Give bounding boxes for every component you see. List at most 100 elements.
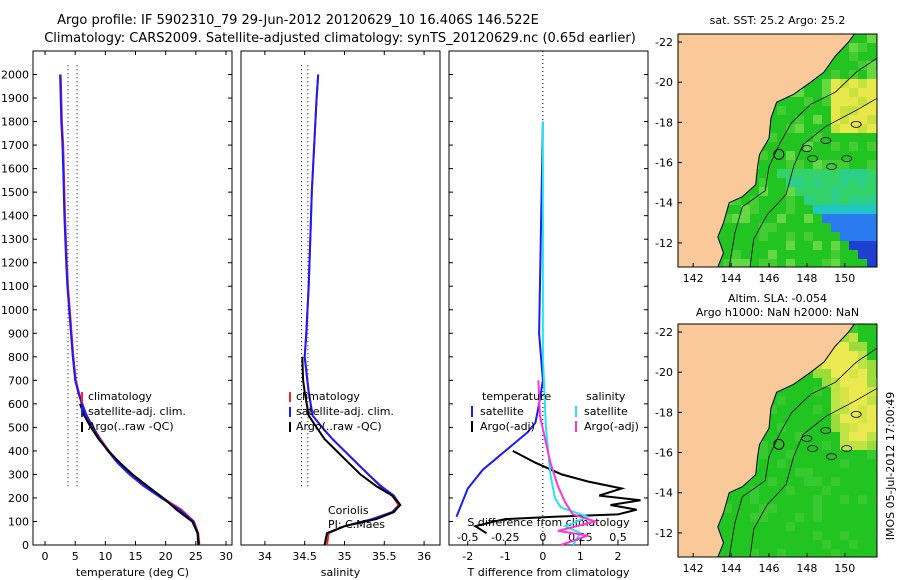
sla-map-cell xyxy=(768,504,777,513)
difference-legend-title: salinity xyxy=(586,390,626,403)
sst-map-cell xyxy=(867,142,876,151)
sla-map-cell xyxy=(813,477,822,486)
sst-map-cell xyxy=(867,88,876,97)
sst-map-cell xyxy=(849,205,858,214)
sst-map-cell xyxy=(804,187,813,196)
temperature-ytick-label: 1300 xyxy=(1,233,29,246)
sst-map-cell xyxy=(867,232,876,241)
salinity-xtick-label: 36 xyxy=(417,550,431,563)
sla-map-cell xyxy=(840,459,849,468)
sst-map-ytick-label: -22 xyxy=(655,36,673,49)
sst-map-title: sat. SST: 25.2 Argo: 25.2 xyxy=(710,14,846,27)
sla-map-cell xyxy=(759,441,768,450)
temperature-xtick-label: 15 xyxy=(129,550,143,563)
sst-map-cell xyxy=(723,214,732,223)
sst-map-cell xyxy=(786,196,795,205)
sst-map-cell xyxy=(849,196,858,205)
sst-map-cell xyxy=(813,133,822,142)
sst-map-ytick-label: -16 xyxy=(655,157,673,170)
sla-map-cell xyxy=(759,513,768,522)
sst-map-cell xyxy=(750,196,759,205)
salinity-annotation: Coriolis xyxy=(328,504,369,517)
sst-map-cell xyxy=(849,106,858,115)
sst-map-cell xyxy=(795,169,804,178)
sst-map-cell xyxy=(831,259,840,267)
sst-map-cell xyxy=(867,34,876,43)
sla-map-cell xyxy=(813,513,822,522)
sla-map-cell xyxy=(840,333,849,342)
sla-map-reef xyxy=(820,427,832,434)
sst-map-cell xyxy=(840,88,849,97)
sla-map-cell xyxy=(858,432,867,441)
sla-map-cell xyxy=(840,396,849,405)
sla-map-cell xyxy=(768,477,777,486)
difference-legend-label: satellite xyxy=(480,405,524,418)
sla-map-cell xyxy=(831,360,840,369)
difference-series-line xyxy=(455,121,544,518)
temperature-legend-label: climatology xyxy=(88,390,152,403)
sla-map-cell xyxy=(822,441,831,450)
sst-map-cell xyxy=(831,169,840,178)
sst-map-cell xyxy=(822,205,831,214)
sla-map-cell xyxy=(840,387,849,396)
sst-map-cell xyxy=(831,70,840,79)
salinity-series-line xyxy=(301,356,402,546)
sla-map-cell xyxy=(795,468,804,477)
sst-map-cell xyxy=(849,97,858,106)
sst-map-cell xyxy=(813,169,822,178)
difference-xtick-label: -2 xyxy=(462,550,473,563)
sst-map-cell xyxy=(867,61,876,70)
sla-map-xtick-label: 144 xyxy=(721,562,742,575)
difference-xtick-label: 1 xyxy=(577,550,584,563)
sst-map-cell xyxy=(786,187,795,196)
temperature-ytick-label: 1000 xyxy=(1,304,29,317)
sst-map-cell xyxy=(786,259,795,267)
sst-map-cell xyxy=(831,250,840,259)
sst-map-cell xyxy=(858,124,867,133)
sst-map-cell xyxy=(768,133,777,142)
sst-map-cell xyxy=(831,196,840,205)
sla-map-cell xyxy=(849,441,858,450)
sst-map-cell xyxy=(822,88,831,97)
sla-map-cell xyxy=(858,378,867,387)
sst-map-cell xyxy=(831,97,840,106)
sst-map-cell xyxy=(849,88,858,97)
sla-map-cell xyxy=(858,495,867,504)
sla-map-cell xyxy=(804,468,813,477)
sla-map-cell xyxy=(831,549,840,557)
difference-xtick-label: 0 xyxy=(539,550,546,563)
sst-map-cell xyxy=(795,124,804,133)
sla-map-cell xyxy=(849,540,858,549)
sst-map-cell xyxy=(849,142,858,151)
sst-map-xtick-label: 148 xyxy=(796,272,817,285)
sst-map-cell xyxy=(849,241,858,250)
temperature-ytick-label: 700 xyxy=(8,374,29,387)
sst-map-cell xyxy=(867,106,876,115)
sst-map-cell xyxy=(867,79,876,88)
sla-map-cell xyxy=(867,441,876,450)
sst-map-cell xyxy=(732,250,741,259)
sst-map-cell xyxy=(840,97,849,106)
difference-xtick-label: 2 xyxy=(614,550,621,563)
salinity-xtick-label: 34.5 xyxy=(292,550,317,563)
temperature-ytick-label: 1500 xyxy=(1,186,29,199)
difference-frame xyxy=(448,50,649,546)
sla-map-xtick-label: 142 xyxy=(683,562,704,575)
sla-map-cell xyxy=(840,342,849,351)
sla-map-cell xyxy=(849,396,858,405)
sla-map-reef xyxy=(850,410,862,418)
sst-map-cell xyxy=(867,196,876,205)
temperature-panel: 0100200300400500600700800900100011001200… xyxy=(1,50,233,579)
sst-map-xtick-label: 144 xyxy=(721,272,742,285)
sst-map-xtick-label: 146 xyxy=(758,272,779,285)
sst-map-cell xyxy=(867,205,876,214)
sla-map-cell xyxy=(867,360,876,369)
sla-map-cell xyxy=(849,423,858,432)
sst-map-cell xyxy=(759,151,768,160)
sst-map-cell xyxy=(840,178,849,187)
sla-map-cell xyxy=(813,495,822,504)
sla-map-cell xyxy=(786,486,795,495)
sst-map-cell xyxy=(840,124,849,133)
sst-map-cell xyxy=(831,205,840,214)
salinity-legend-label: satellite-adj. clim. xyxy=(296,405,394,418)
